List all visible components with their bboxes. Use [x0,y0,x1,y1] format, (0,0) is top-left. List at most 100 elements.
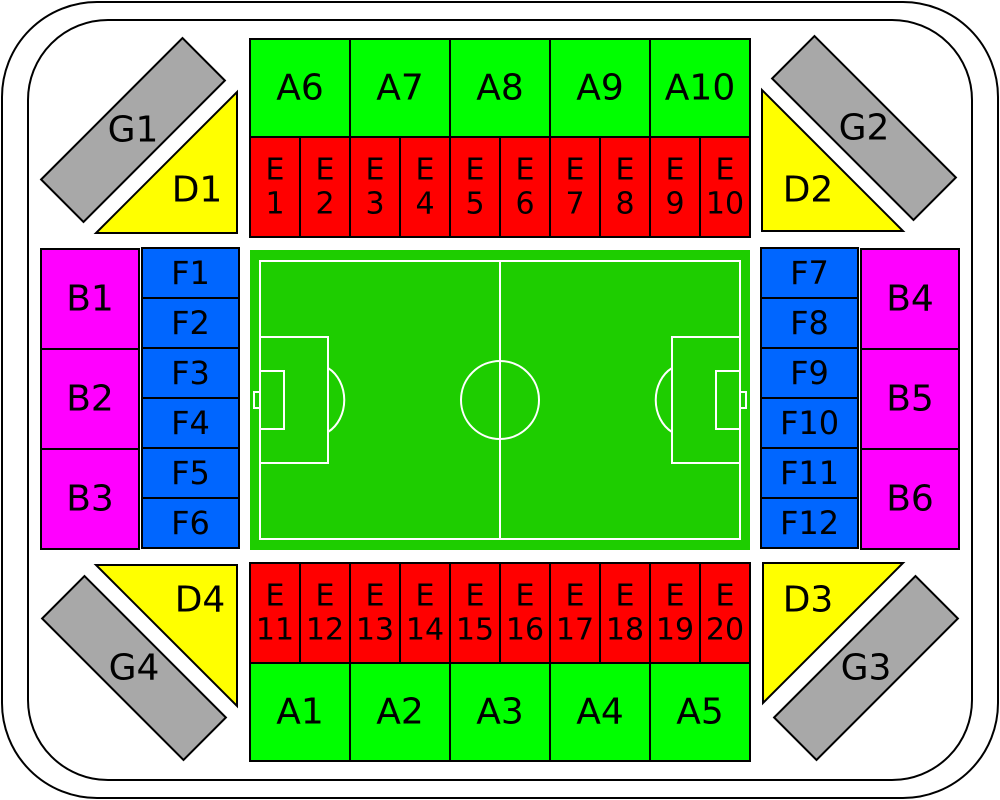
section-a9[interactable]: A9 [549,38,651,138]
section-label: 13 [356,612,394,647]
section-f6-shape [141,497,240,549]
section-e8[interactable]: E8 [599,136,651,238]
section-a5[interactable]: A5 [649,662,751,762]
section-label: B6 [886,479,934,520]
section-e4[interactable]: E4 [399,136,451,238]
section-e3[interactable]: E3 [349,136,401,238]
section-d1[interactable]: D1 [93,89,238,234]
section-e11[interactable]: E11 [249,562,301,664]
stadium-inner-outline [27,19,973,781]
section-label: 1 [265,186,284,221]
section-e9[interactable]: E9 [649,136,701,238]
section-b4[interactable]: B4 [860,248,960,350]
section-f9[interactable]: F9 [760,347,859,399]
section-b1[interactable]: B1 [40,248,140,350]
section-e10[interactable]: E10 [699,136,751,238]
section-e9-shape [649,136,701,238]
section-label: E [566,579,585,614]
section-label: 17 [556,612,594,647]
section-e18-shape [599,562,651,664]
section-e7-shape [549,136,601,238]
section-label: A9 [576,68,624,109]
section-e11-shape [249,562,301,664]
section-label: E [266,579,285,614]
section-a8-shape [449,38,551,138]
section-label: A3 [476,692,524,733]
section-f1[interactable]: F1 [141,247,240,299]
section-b2[interactable]: B2 [40,348,140,450]
section-d3[interactable]: D3 [762,562,906,706]
section-f8[interactable]: F8 [760,297,859,349]
section-f2[interactable]: F2 [141,297,240,349]
section-f7-shape [760,247,859,299]
section-f12-shape [760,497,859,549]
section-f10[interactable]: F10 [760,397,859,449]
section-a7-shape [349,38,451,138]
section-e20-shape [699,562,751,664]
section-e6[interactable]: E6 [499,136,551,238]
section-f4[interactable]: F4 [141,397,240,449]
section-e19[interactable]: E19 [649,562,701,664]
section-label: E [416,579,435,614]
section-f6[interactable]: F6 [141,497,240,549]
section-label: G1 [108,110,159,151]
section-label: E [616,579,635,614]
section-e17[interactable]: E17 [549,562,601,664]
section-a5-shape [649,662,751,762]
section-e18[interactable]: E18 [599,562,651,664]
section-label: F12 [780,504,839,542]
section-a1[interactable]: A1 [249,662,351,762]
section-label: F8 [790,304,829,342]
section-e13[interactable]: E13 [349,562,401,664]
section-f11[interactable]: F11 [760,447,859,499]
section-d4[interactable]: D4 [93,564,238,709]
section-a4[interactable]: A4 [549,662,651,762]
section-a3-shape [449,662,551,762]
section-a3[interactable]: A3 [449,662,551,762]
goal-right [739,391,747,409]
section-label: 19 [656,612,694,647]
section-e15[interactable]: E15 [449,562,501,664]
section-d2[interactable]: D2 [761,87,906,232]
section-a10[interactable]: A10 [649,38,751,138]
section-g2[interactable]: G2 [770,34,958,222]
section-a7[interactable]: A7 [349,38,451,138]
section-e16[interactable]: E16 [499,562,551,664]
section-label: E [716,579,735,614]
section-g4[interactable]: G4 [40,574,228,762]
section-b6[interactable]: B6 [860,448,960,550]
section-e14[interactable]: E14 [399,562,451,664]
section-e3-shape [349,136,401,238]
section-e1[interactable]: E1 [249,136,301,238]
section-f5[interactable]: F5 [141,447,240,499]
section-e12-shape [299,562,351,664]
section-label: 7 [565,186,584,221]
section-e7[interactable]: E7 [549,136,601,238]
section-g3[interactable]: G3 [772,574,960,762]
section-f3[interactable]: F3 [141,347,240,399]
section-label: D2 [783,170,834,211]
section-label: D3 [783,580,834,621]
section-e2[interactable]: E2 [299,136,351,238]
section-label: E [516,153,535,188]
section-f12[interactable]: F12 [760,497,859,549]
section-g1[interactable]: G1 [39,36,227,224]
section-e13-shape [349,562,401,664]
section-d1-shape [93,89,238,234]
section-label: E [616,153,635,188]
section-b3[interactable]: B3 [40,448,140,550]
section-a2[interactable]: A2 [349,662,451,762]
section-e15-shape [449,562,501,664]
section-e20[interactable]: E20 [699,562,751,664]
section-e5[interactable]: E5 [449,136,501,238]
section-f7[interactable]: F7 [760,247,859,299]
section-label: 3 [365,186,384,221]
section-e4-shape [399,136,451,238]
section-e12[interactable]: E12 [299,562,351,664]
section-label: E [566,153,585,188]
section-a6[interactable]: A6 [249,38,351,138]
section-label: F2 [171,304,210,342]
section-b5[interactable]: B5 [860,348,960,450]
section-a8[interactable]: A8 [449,38,551,138]
section-label: E [516,579,535,614]
